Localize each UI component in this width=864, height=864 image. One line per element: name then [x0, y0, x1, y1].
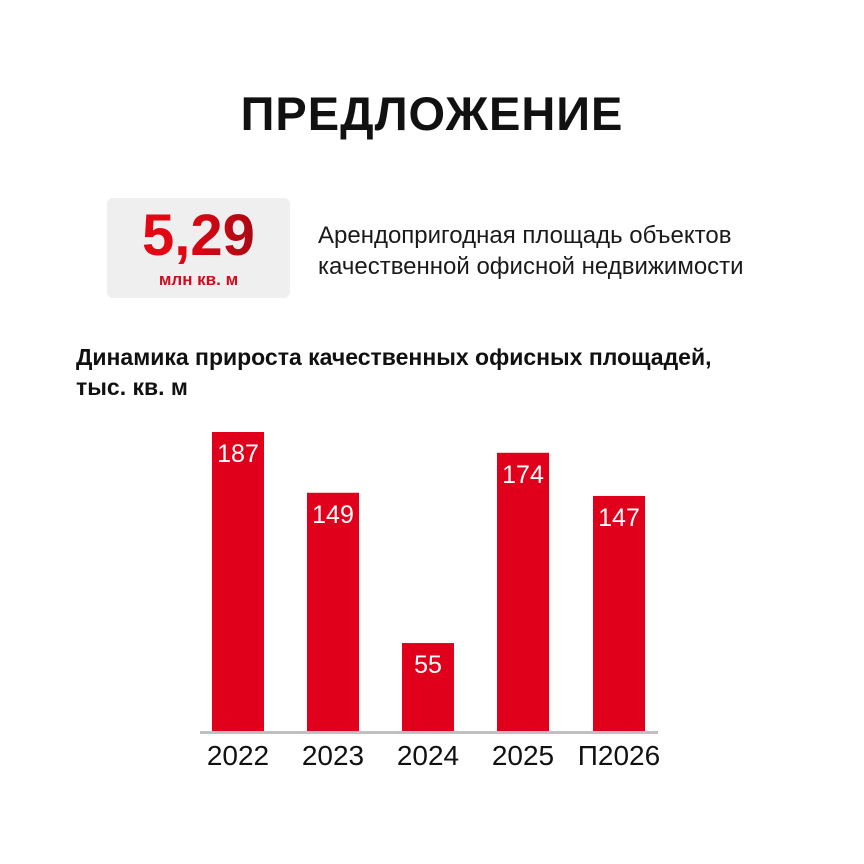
bar-2022: [212, 432, 264, 731]
bar-value-label: 149: [312, 501, 354, 529]
bar-2024: [402, 643, 454, 731]
bar-value-label: 187: [217, 440, 259, 468]
bar-П2026: [593, 495, 645, 731]
chart-title-line-2: тыс. кв. м: [76, 374, 188, 400]
chart-title: Динамика прироста качественных офисных п…: [76, 342, 816, 402]
x-tick-label: 2023: [302, 740, 364, 771]
bar-value-label: 147: [598, 504, 640, 532]
kpi-unit: млн кв. м: [158, 270, 239, 289]
bar-chart: 187 2022 149 2023 55 2024 174 2025 147 П2026: [200, 432, 660, 771]
kpi-description-line-2: качественной офисной недвижимости: [318, 253, 744, 280]
kpi-description-line-1: Арендопригодная площадь объектов: [318, 222, 732, 249]
x-tick-label: 2024: [397, 740, 459, 771]
x-tick-label: 2022: [207, 740, 269, 771]
bar-value-label: 174: [502, 461, 544, 489]
kpi-value: 5,29: [107, 204, 290, 268]
x-tick-label: П2026: [578, 740, 660, 771]
page-title: ПРЕДЛОЖЕНИЕ: [240, 87, 624, 140]
chart-title-line-1: Динамика прироста качественных офисных п…: [76, 344, 712, 370]
bar-2023: [307, 492, 359, 731]
kpi-card: 5,29 млн кв. м: [107, 198, 290, 298]
bar-value-label: 55: [414, 651, 442, 679]
bar-2025: [497, 452, 549, 731]
x-tick-label: 2025: [492, 740, 554, 771]
kpi-description: Арендопригодная площадь объектов качеств…: [318, 220, 838, 282]
